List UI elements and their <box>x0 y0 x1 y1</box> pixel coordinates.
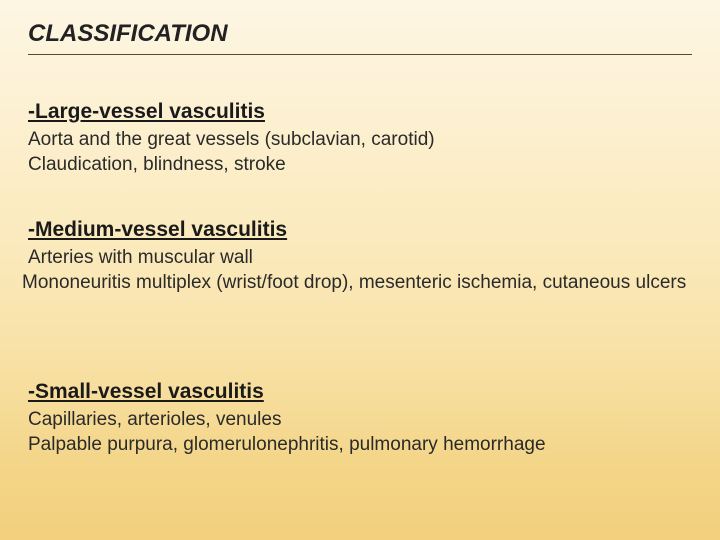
title-underline <box>28 54 692 55</box>
section-large-vessel: -Large-vessel vasculitis Aorta and the g… <box>28 100 688 177</box>
body-line: Claudication, blindness, stroke <box>28 153 688 178</box>
section-body: Capillaries, arterioles, venules Palpabl… <box>28 408 688 457</box>
section-medium-vessel: -Medium-vessel vasculitis Arteries with … <box>28 218 688 295</box>
body-line: Arteries with muscular wall <box>28 246 688 271</box>
section-heading: -Large-vessel vasculitis <box>28 100 688 124</box>
section-heading: -Medium-vessel vasculitis <box>28 218 688 242</box>
body-line: Palpable purpura, glomerulonephritis, pu… <box>28 433 688 458</box>
section-body: Arteries with muscular wall Mononeuritis… <box>28 246 688 295</box>
section-body: Aorta and the great vessels (subclavian,… <box>28 128 688 177</box>
body-line: Capillaries, arterioles, venules <box>28 408 688 433</box>
slide-title: CLASSIFICATION <box>28 20 228 48</box>
section-small-vessel: -Small-vessel vasculitis Capillaries, ar… <box>28 380 688 457</box>
section-heading: -Small-vessel vasculitis <box>28 380 688 404</box>
body-line: Aorta and the great vessels (subclavian,… <box>28 128 688 153</box>
body-line: Mononeuritis multiplex (wrist/foot drop)… <box>22 271 688 296</box>
